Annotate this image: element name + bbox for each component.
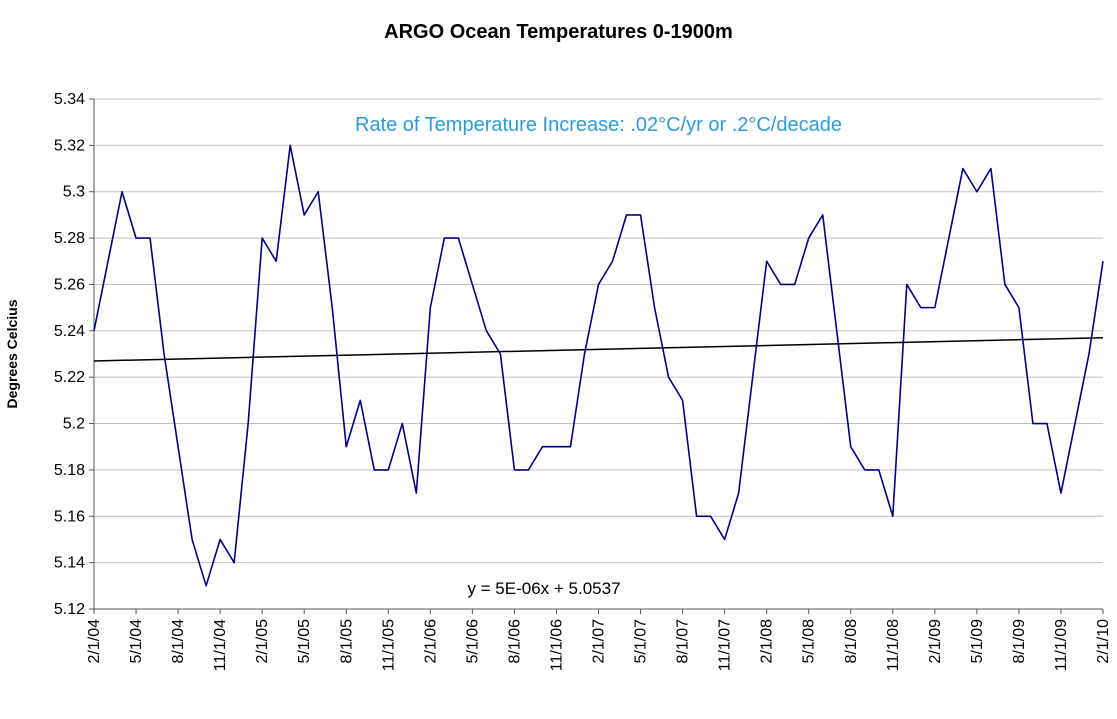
x-tick-label: 8/1/08 [843,619,860,664]
rate-annotation: Rate of Temperature Increase: .02°C/yr o… [355,114,842,136]
y-tick-label: 5.3 [63,184,85,201]
trendline-equation: y = 5E-06x + 5.0537 [467,579,621,598]
x-tick-label: 11/1/07 [717,619,734,671]
x-tick-label: 8/1/05 [338,619,355,664]
temperature-series-line [93,144,1104,587]
x-tick-label: 11/1/09 [1053,619,1070,671]
x-tick-label: 2/1/07 [591,619,608,664]
x-tick-label: 5/1/07 [633,619,650,664]
x-tick-label: 8/1/06 [506,619,523,664]
x-tick-label: 8/1/07 [675,619,692,664]
x-tick-label: 2/1/05 [254,619,271,664]
x-tick-label: 5/1/05 [296,619,313,664]
x-tick-label: 8/1/04 [170,619,187,664]
y-tick-label: 5.18 [54,462,85,479]
x-tick-label: 2/1/06 [422,619,439,664]
x-tick-label: 2/1/08 [759,619,776,664]
y-tick-label: 5.32 [54,137,85,154]
y-tick-label: 5.24 [54,323,85,340]
y-tick-label: 5.34 [54,91,85,108]
chart-title: ARGO Ocean Temperatures 0-1900m [384,21,733,43]
y-tick-label: 5.14 [54,555,85,572]
x-tick-label: 11/1/08 [885,619,902,671]
x-tick-label: 8/1/09 [1011,619,1028,664]
x-tick-label: 5/1/09 [969,619,986,664]
x-tick-label: 2/1/10 [1095,619,1112,664]
y-tick-label: 5.12 [54,601,85,618]
x-tick-label: 2/1/09 [927,619,944,664]
x-tick-label: 11/1/06 [548,619,565,671]
x-tick-label: 5/1/06 [464,619,481,664]
y-axis-title: Degrees Celcius [4,299,20,408]
x-tick-label: 2/1/04 [86,619,103,664]
x-tick-label: 5/1/04 [128,619,145,664]
y-tick-label: 5.2 [63,416,85,433]
y-tick-label: 5.28 [54,230,85,247]
y-tick-label: 5.16 [54,508,85,525]
y-tick-label: 5.26 [54,276,85,293]
y-tick-label: 5.22 [54,369,85,386]
x-tick-label: 11/1/04 [212,619,229,671]
x-tick-label: 5/1/08 [801,619,818,664]
x-tick-label: 11/1/05 [380,619,397,671]
trend-line [93,337,1104,362]
